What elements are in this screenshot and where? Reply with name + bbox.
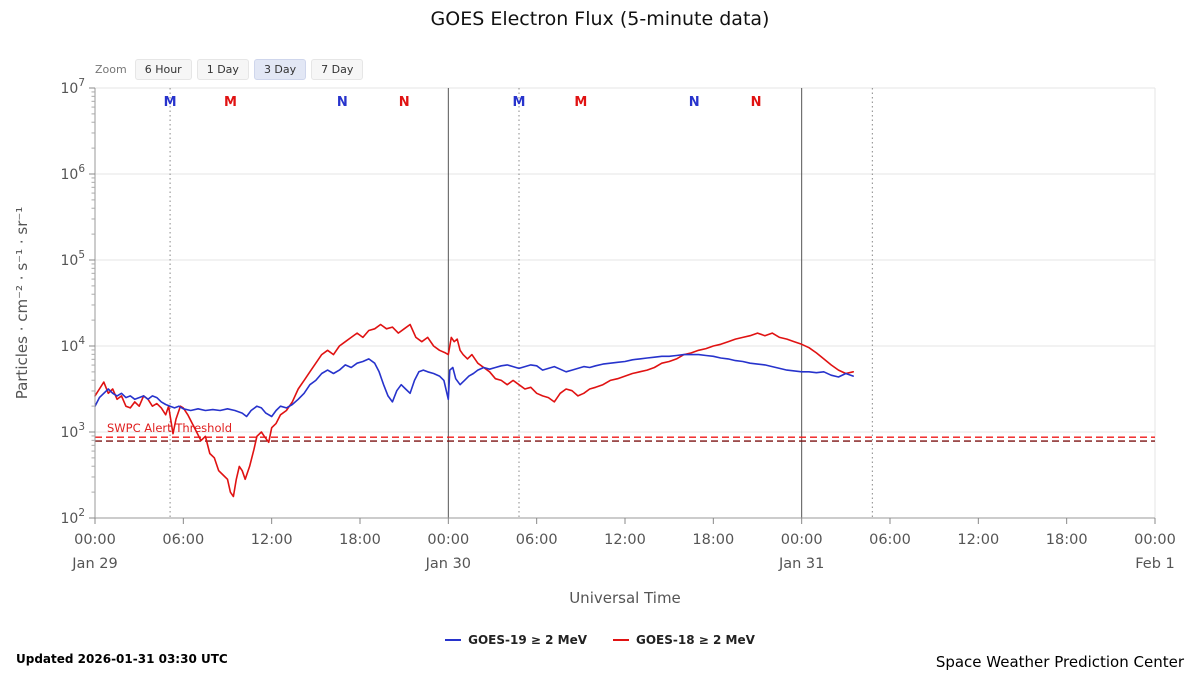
- svg-text:12:00: 12:00: [604, 532, 646, 548]
- svg-text:18:00: 18:00: [1046, 532, 1088, 548]
- svg-text:Jan 31: Jan 31: [778, 556, 824, 572]
- swpc-credit: Space Weather Prediction Center: [935, 653, 1184, 671]
- svg-text:06:00: 06:00: [516, 532, 558, 548]
- svg-text:M: M: [164, 95, 177, 110]
- chart-legend: GOES-19 ≥ 2 MeV GOES-18 ≥ 2 MeV: [0, 633, 1200, 647]
- zoom-controls: Zoom 6 Hour 1 Day 3 Day 7 Day: [95, 59, 364, 80]
- svg-text:N: N: [689, 95, 700, 110]
- svg-text:06:00: 06:00: [869, 532, 911, 548]
- legend-item-goes18[interactable]: GOES-18 ≥ 2 MeV: [613, 633, 755, 647]
- zoom-button-7-day[interactable]: 7 Day: [311, 59, 364, 80]
- svg-text:107: 107: [60, 77, 85, 97]
- electron-flux-chart[interactable]: SWPC Alert Threshold 107 106 105 104 103 102 00…: [0, 0, 1200, 582]
- svg-text:N: N: [337, 95, 348, 110]
- svg-text:18:00: 18:00: [692, 532, 734, 548]
- goes19-line-swatch: [445, 639, 462, 641]
- svg-text:104: 104: [60, 335, 85, 355]
- svg-text:N: N: [751, 95, 762, 110]
- legend-item-goes19[interactable]: GOES-19 ≥ 2 MeV: [445, 633, 587, 647]
- svg-text:M: M: [513, 95, 526, 110]
- svg-text:N: N: [399, 95, 410, 110]
- svg-text:106: 106: [60, 163, 85, 183]
- svg-text:Jan 29: Jan 29: [71, 556, 117, 572]
- svg-text:Jan 30: Jan 30: [425, 556, 471, 572]
- page-title: GOES Electron Flux (5-minute data): [430, 8, 770, 30]
- svg-text:Feb 1: Feb 1: [1135, 556, 1175, 572]
- svg-text:00:00: 00:00: [427, 532, 469, 548]
- svg-text:12:00: 12:00: [251, 532, 293, 548]
- svg-text:102: 102: [60, 507, 85, 527]
- svg-text:00:00: 00:00: [781, 532, 823, 548]
- legend-label-goes18: GOES-18 ≥ 2 MeV: [636, 633, 755, 647]
- updated-timestamp: Updated 2026-01-31 03:30 UTC: [16, 652, 228, 666]
- svg-text:SWPC Alert Threshold: SWPC Alert Threshold: [107, 421, 232, 435]
- svg-text:18:00: 18:00: [339, 532, 381, 548]
- svg-text:M: M: [224, 95, 237, 110]
- x-axis-title: Universal Time: [569, 589, 681, 607]
- svg-text:105: 105: [60, 249, 85, 269]
- svg-text:00:00: 00:00: [1134, 532, 1176, 548]
- svg-text:Particles · cm⁻² · s⁻¹ · sr⁻¹: Particles · cm⁻² · s⁻¹ · sr⁻¹: [13, 207, 31, 400]
- svg-text:103: 103: [60, 421, 85, 441]
- zoom-button-6-hour[interactable]: 6 Hour: [134, 59, 192, 80]
- zoom-button-3-day[interactable]: 3 Day: [253, 59, 307, 80]
- zoom-button-1-day[interactable]: 1 Day: [196, 59, 249, 80]
- svg-text:M: M: [574, 95, 587, 110]
- svg-text:06:00: 06:00: [162, 532, 204, 548]
- goes18-line-swatch: [613, 639, 629, 641]
- svg-text:00:00: 00:00: [74, 532, 116, 548]
- svg-text:12:00: 12:00: [957, 532, 999, 548]
- legend-label-goes19: GOES-19 ≥ 2 MeV: [468, 633, 587, 647]
- zoom-label: Zoom: [95, 63, 127, 76]
